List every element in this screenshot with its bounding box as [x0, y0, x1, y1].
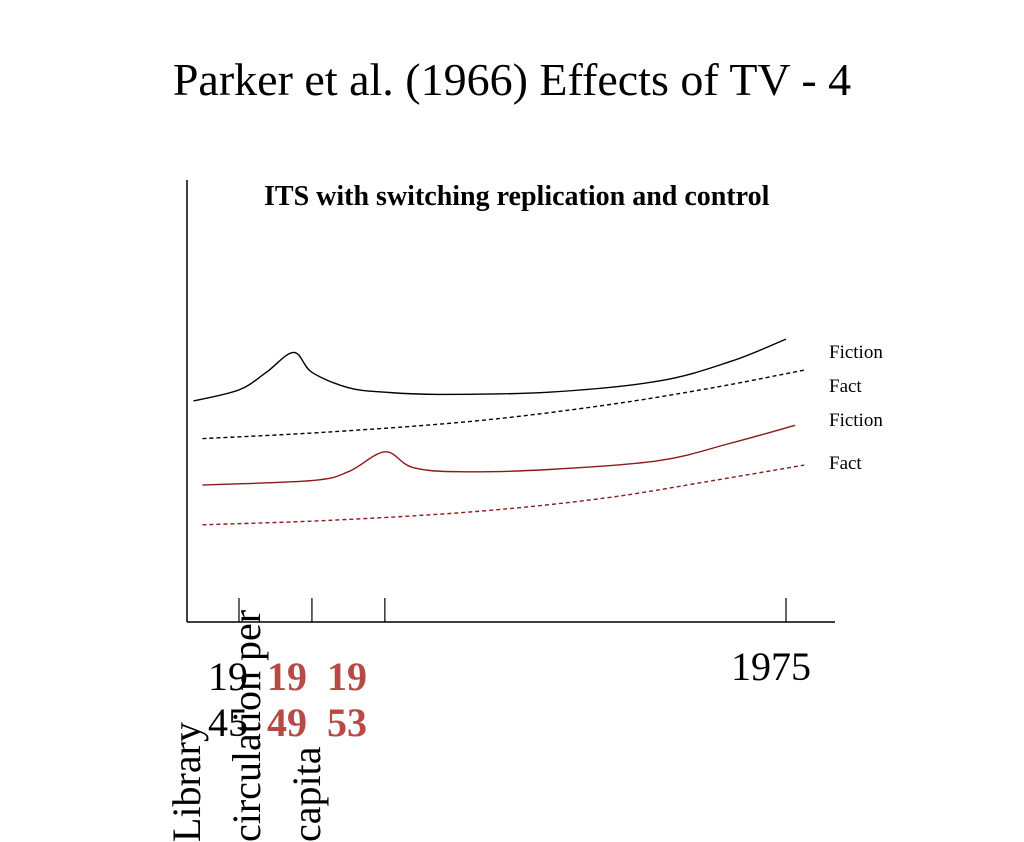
series-label-fact-black: Fact: [829, 376, 862, 397]
x-tick-label-1949: 19 49: [267, 654, 307, 746]
chart-series: [193, 338, 805, 526]
x-tick-label-1945-bottom: 45: [208, 700, 248, 745]
slide-title: Parker et al. (1966) Effects of TV - 4: [172, 54, 852, 105]
series-line-fiction-red: [202, 424, 796, 486]
x-tick-label-1953-top: 19: [327, 654, 367, 699]
series-label-fiction-red: Fiction: [829, 410, 883, 431]
x-tick-label-1949-bottom: 49: [267, 700, 307, 745]
x-tick-label-1975-top: 1975: [731, 644, 811, 689]
series-line-fact-black: [202, 369, 805, 440]
x-tick-label-1953-bottom: 53: [327, 700, 367, 745]
series-line-fact-red: [202, 464, 805, 526]
chart-plot: [186, 180, 835, 623]
chart-title: ITS with switching replication and contr…: [264, 181, 770, 212]
chart-axes: [186, 180, 835, 623]
x-tick-label-1953: 19 53: [327, 654, 367, 746]
x-tick-label-1949-top: 19: [267, 654, 307, 699]
x-tick-label-1945-top: 19: [208, 654, 248, 699]
series-line-fiction-black: [193, 338, 787, 402]
series-label-fiction-black: Fiction: [829, 342, 883, 363]
x-tick-label-1945: 19 45: [208, 654, 248, 746]
x-tick-label-1975: 1975: [731, 644, 811, 690]
series-label-fact-red: Fact: [829, 453, 862, 474]
